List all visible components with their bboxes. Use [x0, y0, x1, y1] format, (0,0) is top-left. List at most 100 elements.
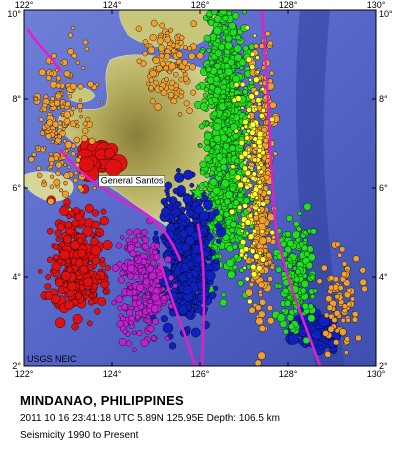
- earthquake-point: [89, 293, 94, 299]
- earthquake-point: [169, 342, 177, 350]
- earthquake-point: [284, 231, 292, 238]
- earthquake-point: [82, 121, 88, 127]
- earthquake-point: [142, 278, 151, 286]
- earthquake-point: [258, 81, 264, 86]
- earthquake-point: [74, 292, 83, 300]
- earthquake-point: [178, 225, 185, 231]
- earthquake-point: [243, 197, 250, 204]
- earthquake-point: [209, 178, 218, 187]
- earthquake-point: [213, 258, 219, 264]
- earthquake-point: [250, 264, 257, 271]
- earthquake-point: [269, 230, 275, 236]
- earthquake-point: [134, 241, 142, 249]
- earthquake-point: [212, 209, 220, 216]
- earthquake-point: [215, 153, 224, 161]
- earthquake-point: [311, 329, 322, 340]
- earthquake-point: [286, 214, 293, 222]
- earthquake-point: [91, 220, 100, 230]
- earthquake-point: [300, 280, 309, 288]
- earthquake-point: [283, 328, 289, 335]
- earthquake-point: [226, 245, 234, 253]
- earthquake-point: [143, 273, 149, 279]
- earthquake-point: [177, 219, 182, 224]
- earthquake-point: [49, 174, 55, 179]
- earthquake-point: [178, 76, 185, 83]
- earthquake-point: [293, 308, 299, 314]
- earthquake-point: [36, 165, 42, 171]
- earthquake-point: [202, 92, 208, 98]
- earthquake-point: [190, 327, 201, 338]
- earthquake-point: [244, 135, 250, 141]
- earthquake-point: [56, 75, 62, 81]
- earthquake-point: [57, 120, 63, 126]
- earthquake-point: [260, 86, 266, 92]
- earthquake-point: [164, 36, 171, 43]
- earthquake-point: [162, 201, 169, 208]
- y-tick-label-right: 6°: [379, 183, 388, 193]
- map-caption: MINDANAO, PHILIPPINES 2011 10 16 23:41:1…: [20, 393, 395, 443]
- earthquake-point: [242, 89, 248, 95]
- earthquake-point: [203, 199, 213, 210]
- earthquake-point: [291, 230, 301, 239]
- earthquake-point: [126, 289, 133, 297]
- earthquake-point: [234, 158, 240, 164]
- earthquake-point: [199, 210, 209, 221]
- earthquake-point: [186, 107, 193, 114]
- earthquake-point: [312, 288, 318, 294]
- earthquake-point: [346, 288, 352, 294]
- earthquake-point: [207, 254, 213, 260]
- earthquake-point: [63, 234, 72, 244]
- earthquake-point: [61, 270, 71, 281]
- earthquake-point: [57, 134, 62, 139]
- earthquake-point: [145, 314, 151, 320]
- earthquake-point: [74, 213, 83, 222]
- earthquake-point: [102, 289, 108, 295]
- earthquake-point: [224, 67, 233, 77]
- earthquake-point: [244, 184, 250, 190]
- earthquake-point: [237, 280, 244, 287]
- earthquake-point: [99, 257, 106, 263]
- earthquake-point: [239, 252, 245, 258]
- earthquake-point: [167, 91, 175, 99]
- earthquake-point: [153, 230, 159, 236]
- earthquake-point: [245, 288, 253, 297]
- earthquake-point: [287, 256, 293, 263]
- earthquake-point: [46, 227, 54, 235]
- earthquake-point: [119, 270, 125, 276]
- earthquake-point: [91, 209, 100, 217]
- earthquake-point: [57, 258, 63, 265]
- earthquake-point: [345, 317, 351, 323]
- earthquake-point: [82, 226, 94, 237]
- earthquake-point: [149, 69, 157, 78]
- earthquake-point: [199, 102, 209, 111]
- earthquake-point: [242, 165, 248, 172]
- earthquake-point: [242, 202, 248, 209]
- earthquake-point: [190, 89, 197, 96]
- earthquake-point: [48, 71, 54, 76]
- earthquake-point: [256, 165, 262, 171]
- earthquake-point: [225, 190, 234, 200]
- earthquake-point: [254, 203, 258, 208]
- earthquake-point: [256, 265, 263, 272]
- earthquake-point: [253, 211, 259, 216]
- earthquake-point: [72, 177, 78, 183]
- earthquake-point: [249, 129, 256, 136]
- earthquake-point: [46, 119, 54, 127]
- earthquake-point: [60, 113, 65, 117]
- earthquake-point: [244, 253, 248, 258]
- earthquake-point: [153, 79, 160, 86]
- earthquake-point: [75, 124, 80, 129]
- earthquake-point: [244, 276, 250, 282]
- earthquake-point: [259, 298, 266, 306]
- earthquake-point: [28, 156, 35, 163]
- earthquake-point: [239, 267, 245, 273]
- earthquake-point: [47, 197, 55, 205]
- earthquake-point: [164, 255, 172, 264]
- earthquake-point: [182, 194, 193, 204]
- earthquake-point: [215, 214, 223, 222]
- earthquake-point: [71, 106, 76, 111]
- earthquake-point: [260, 256, 267, 263]
- earthquake-point: [129, 250, 137, 258]
- earthquake-point: [305, 262, 313, 270]
- earthquake-point: [246, 147, 251, 152]
